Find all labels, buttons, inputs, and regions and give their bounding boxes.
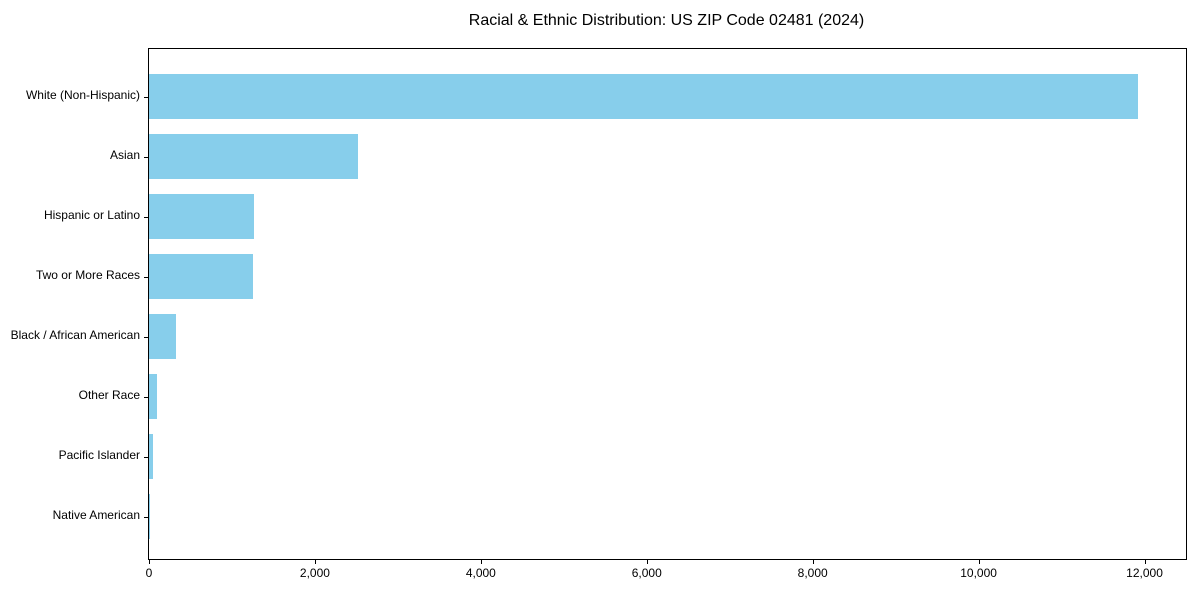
y-tick-mark	[144, 456, 148, 458]
y-tick-label-black-african-american: Black / African American	[10, 328, 140, 342]
x-tick-label: 0	[145, 566, 153, 580]
bar-two-or-more-races	[149, 254, 253, 299]
y-tick-label-two-or-more-races: Two or More Races	[35, 268, 140, 282]
y-tick-label-other-race: Other Race	[78, 388, 140, 402]
y-tick-mark	[144, 96, 148, 98]
x-tick-mark	[480, 560, 482, 564]
x-tick-label: 6,000	[631, 566, 662, 580]
y-tick-mark	[144, 216, 148, 218]
x-tick-mark	[149, 560, 150, 564]
x-tick-label: 2,000	[299, 566, 330, 580]
bar-black-african-american	[149, 314, 176, 359]
chart-title: Racial & Ethnic Distribution: US ZIP Cod…	[468, 12, 865, 29]
bar-pacific-islander	[149, 434, 153, 479]
bar-asian	[149, 134, 359, 179]
y-tick-mark	[144, 156, 148, 158]
x-tick-mark	[1144, 560, 1146, 564]
y-axis-labels: White (Non-Hispanic) Asian Hispanic or Lat…	[0, 48, 140, 558]
x-tick-mark	[812, 560, 814, 564]
x-tick-mark	[978, 560, 980, 564]
x-tick-mark	[646, 560, 648, 564]
y-tick-label-white-non-hispanic: White (Non-Hispanic)	[25, 88, 140, 102]
y-tick-mark	[144, 336, 148, 338]
x-tick-label: 4,000	[465, 566, 496, 580]
y-tick-label-hispanic-or-latino: Hispanic or Latino	[43, 208, 140, 222]
y-tick-label-asian: Asian	[109, 148, 140, 162]
y-tick-label-native-american: Native American	[52, 508, 140, 522]
bar-native-american	[149, 494, 150, 539]
y-tick-mark	[144, 276, 148, 278]
x-tick-mark	[314, 560, 316, 564]
y-tick-mark	[144, 396, 148, 398]
x-tick-label: 10,000	[960, 566, 997, 580]
x-tick-label: 12,000	[1126, 566, 1163, 580]
plot-area: 0 2,000 4,000 6,000 8,000 10,000 12,000	[144, 48, 1187, 580]
y-tick-label-pacific-islander: Pacific Islander	[58, 448, 140, 462]
y-tick-mark	[144, 516, 148, 518]
x-tick-label: 8,000	[797, 566, 828, 580]
bar-hispanic-or-latino	[149, 194, 254, 239]
bar-other-race	[149, 374, 158, 419]
bar-white-non-hispanic	[149, 74, 1138, 119]
